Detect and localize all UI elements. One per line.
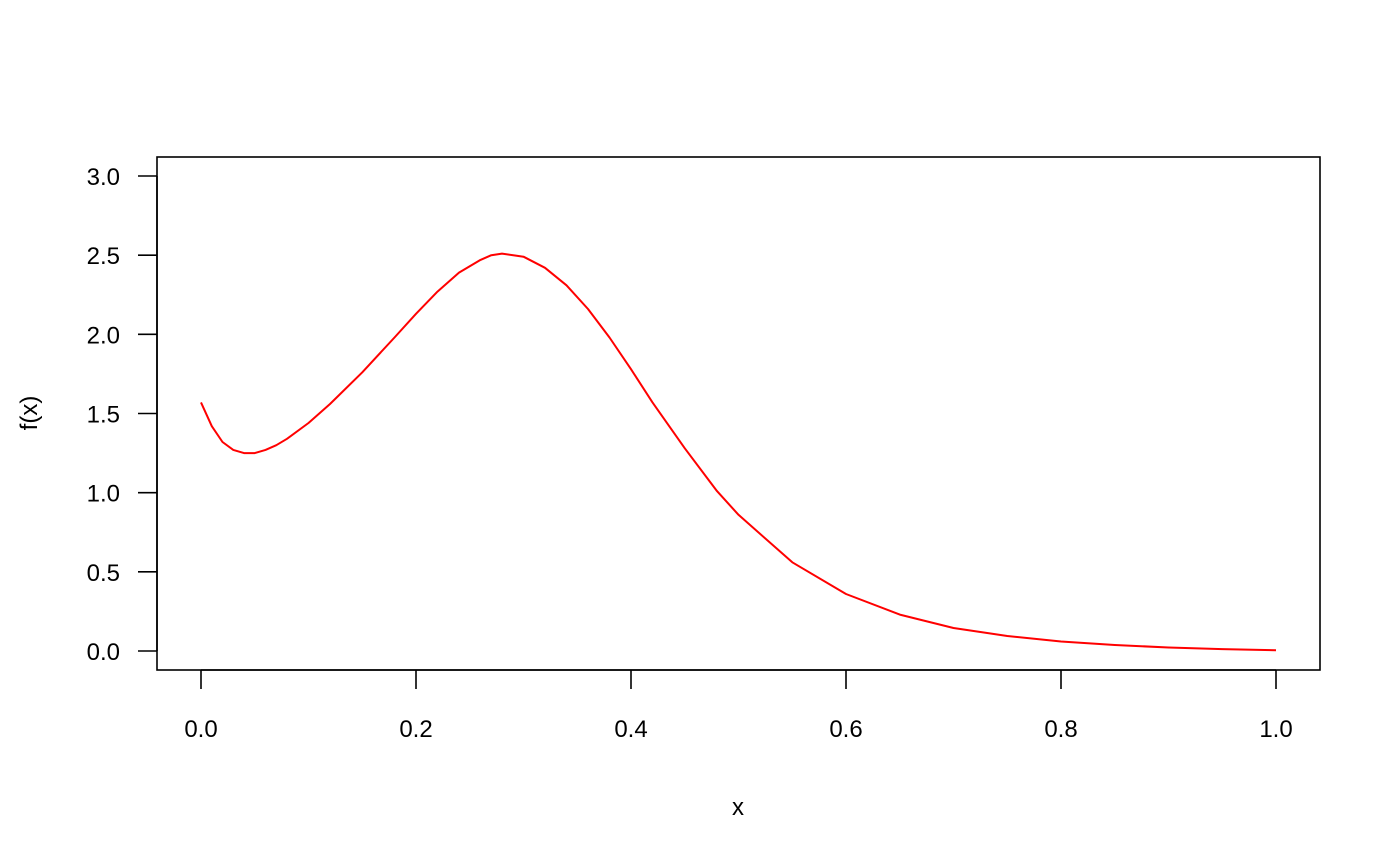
y-tick-label: 1.5	[87, 402, 120, 429]
y-tick-label: 3.0	[87, 164, 120, 191]
series-layer	[200, 252, 1277, 652]
y-tick-label: 0.0	[87, 639, 120, 666]
x-tick-label: 0.8	[1044, 716, 1077, 743]
x-tick-label: 0.4	[614, 716, 647, 743]
y-axis-label: f(x)	[16, 396, 43, 431]
plot-frame	[156, 156, 1321, 671]
y-tick-label: 2.0	[87, 322, 120, 349]
x-tick-label: 0.2	[399, 716, 432, 743]
density-curve	[200, 252, 1277, 652]
y-tick-label: 0.5	[87, 560, 120, 587]
y-tick-label: 1.0	[87, 481, 120, 508]
x-tick-label: 0.0	[184, 716, 217, 743]
x-tick-label: 1.0	[1259, 716, 1292, 743]
y-axis: 0.0 0.5 1.0 1.5 2.0 2.5 3.0	[87, 164, 158, 666]
y-tick-label: 2.5	[87, 243, 120, 270]
x-tick-label: 0.6	[829, 716, 862, 743]
x-axis: 0.0 0.2 0.4 0.6 0.8 1.0	[184, 669, 1293, 743]
x-axis-label: x	[732, 794, 744, 821]
